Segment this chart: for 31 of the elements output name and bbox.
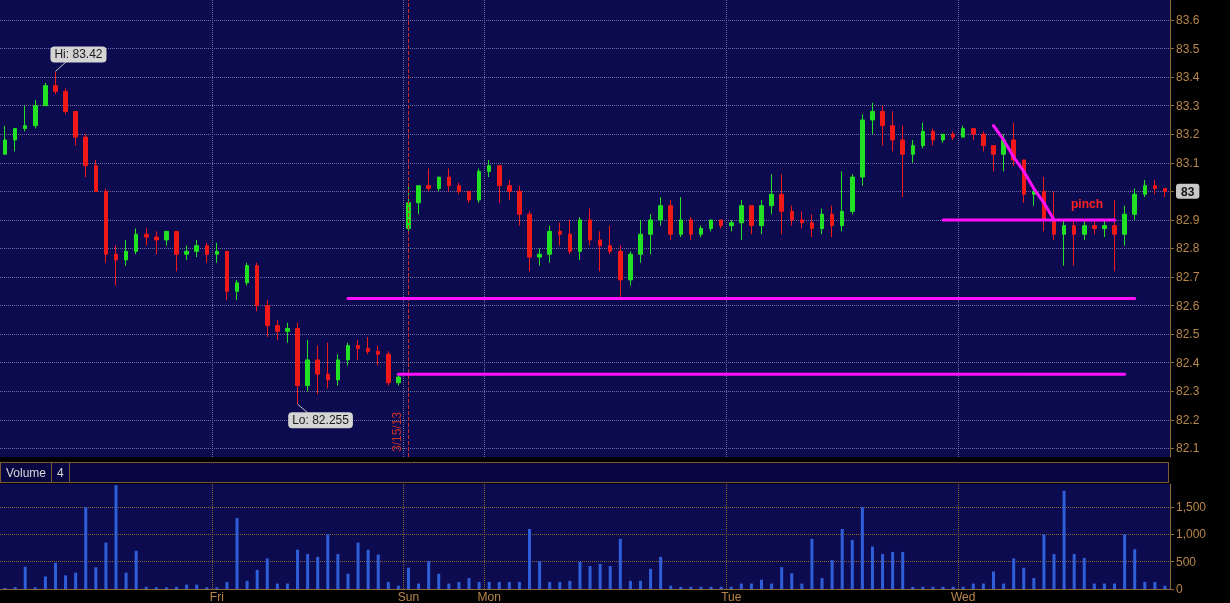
y-tick-label: 82.3 xyxy=(1176,384,1200,399)
y-tick-label: 82.4 xyxy=(1176,355,1200,370)
ref-line-label: 3/15/13 xyxy=(390,411,405,452)
y-tick-label: 83.6 xyxy=(1176,12,1200,27)
y-tick-label: 83.1 xyxy=(1176,155,1200,170)
x-tick-label: Sun xyxy=(397,590,420,603)
y-tick-label: 500 xyxy=(1176,554,1197,569)
y-tick-label: 83.5 xyxy=(1176,41,1200,56)
y-tick-label: 82.5 xyxy=(1176,327,1200,342)
y-tick-label: 82.2 xyxy=(1176,412,1200,427)
y-tick-label: 82.6 xyxy=(1176,298,1200,313)
x-tick-label: Fri xyxy=(209,590,224,603)
text: 4 xyxy=(52,463,70,482)
x-tick-label: Tue xyxy=(721,590,742,603)
x-tick-label: Wed xyxy=(951,590,976,603)
y-tick-label: 1,000 xyxy=(1176,527,1207,542)
y-tick-label: 82.7 xyxy=(1176,270,1200,285)
x-tick-label: Mon xyxy=(477,590,501,603)
annotation: pinch xyxy=(1071,197,1103,211)
y-tick-label: 82.1 xyxy=(1176,441,1200,456)
y-tick-label: 0 xyxy=(1176,582,1183,596)
y-tick-label: 83.3 xyxy=(1176,98,1200,113)
annotation: Hi: 83.42 xyxy=(54,47,103,62)
annotation: Lo: 82.255 xyxy=(292,413,350,428)
y-tick-label: 82.9 xyxy=(1176,212,1200,227)
y-tick-label: 1,500 xyxy=(1176,500,1207,515)
y-tick-label: 83.2 xyxy=(1176,127,1200,142)
chart-title: Volume xyxy=(1,463,53,482)
y-tick-label: 83 xyxy=(1181,184,1195,199)
y-tick-label: 82.8 xyxy=(1176,241,1200,256)
y-tick-label: 83.4 xyxy=(1176,70,1200,85)
